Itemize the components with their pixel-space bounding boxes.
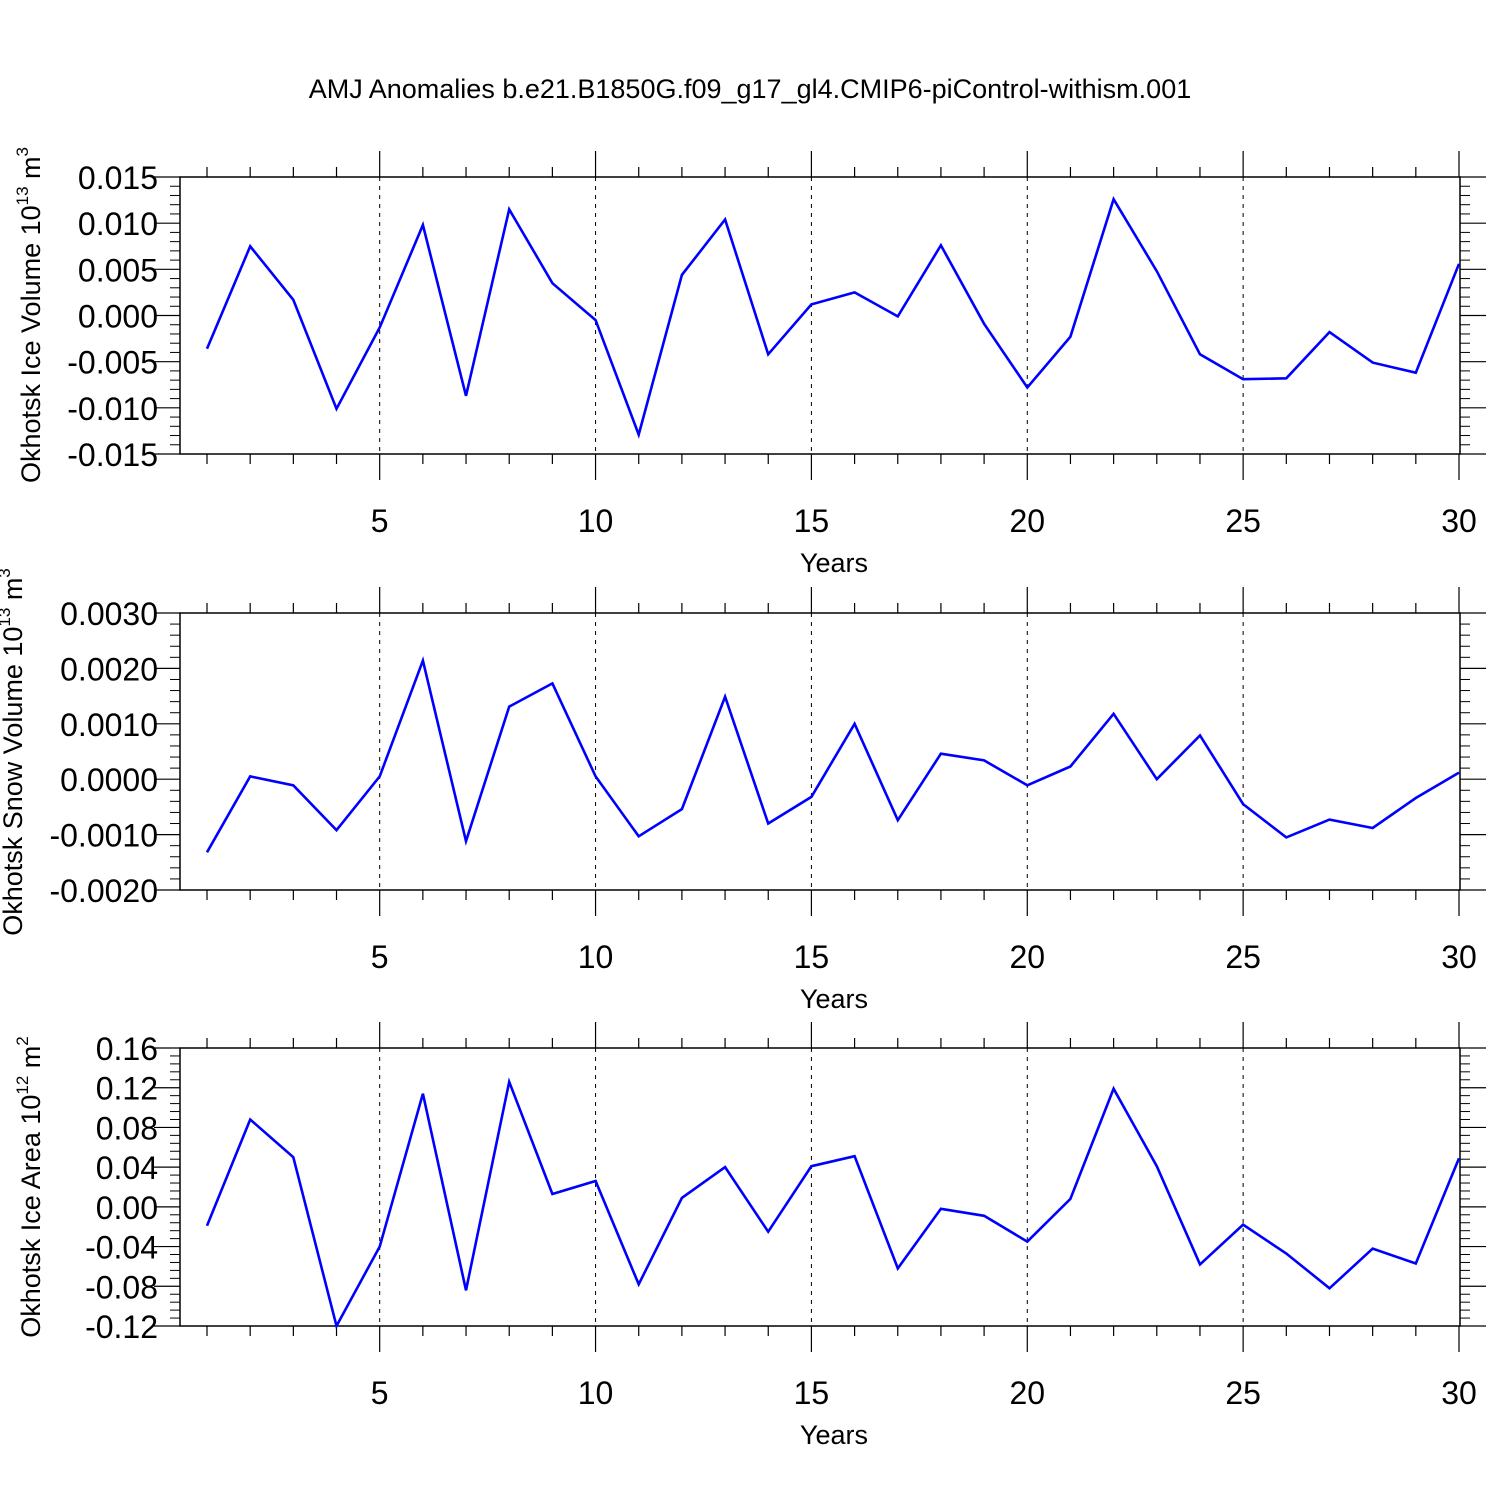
y-axis-label: Okhotsk Ice Volume 1013 m3 (13, 147, 46, 483)
x-axis-label: Years (800, 984, 868, 1014)
y-tick-label: 0.12 (96, 1071, 158, 1107)
y-tick-label: 0.0030 (60, 596, 158, 632)
x-tick-label: 15 (794, 503, 830, 539)
y-tick-label: 0.005 (78, 252, 158, 288)
figure-title: AMJ Anomalies b.e21.B1850G.f09_g17_gl4.C… (308, 74, 1192, 104)
y-axis-label: Okhotsk Snow Volume 1013 m3 (0, 568, 28, 936)
x-axis-label: Years (800, 1420, 868, 1450)
series-line (205, 1077, 1461, 1330)
panel-2: -0.0020 -0.0010 0.0000 0.0010 0.0020 0.0030 5 1… (0, 568, 1486, 1014)
x-tick-label: 25 (1225, 1375, 1261, 1411)
series-line (205, 196, 1461, 439)
x-tick-label: 30 (1441, 939, 1477, 975)
plot-frame (179, 612, 1461, 891)
y-tick-label: -0.0020 (49, 873, 158, 909)
x-axis-label: Years (800, 548, 868, 578)
x-tick-label: 20 (1009, 1375, 1045, 1411)
y-tick-label: -0.12 (85, 1309, 158, 1345)
x-tick-label: 20 (1009, 503, 1045, 539)
y-tick-label: -0.08 (85, 1269, 158, 1305)
x-tick-label: 5 (371, 1375, 389, 1411)
x-tick-label: 5 (371, 503, 389, 539)
y-tick-label: 0.0010 (60, 707, 158, 743)
y-tick-label: 0.0000 (60, 762, 158, 798)
panel-3: -0.12 -0.08-0.04 0.00 0.04 0.080.12 0.16 5 10 15… (13, 1022, 1486, 1450)
x-tick-label: 25 (1225, 503, 1261, 539)
x-tick-label: 30 (1441, 503, 1477, 539)
panel-1: -0.015 -0.010 -0.005 0.000 0.005 0.010 0.015 5 1… (13, 147, 1486, 578)
y-tick-label: -0.0010 (49, 818, 158, 854)
y-tick-label: 0.015 (78, 160, 158, 196)
y-tick-label: -0.010 (67, 391, 158, 427)
y-tick-label: 0.010 (78, 206, 158, 242)
x-tick-label: 10 (578, 503, 614, 539)
y-tick-label: 0.00 (96, 1190, 158, 1226)
plot-frame (179, 1047, 1461, 1327)
x-tick-label: 20 (1009, 939, 1045, 975)
x-tick-label: 5 (371, 939, 389, 975)
y-tick-label: 0.08 (96, 1110, 158, 1146)
plot-frame (179, 176, 1461, 455)
x-tick-label: 25 (1225, 939, 1261, 975)
y-tick-label: -0.04 (85, 1230, 158, 1266)
x-tick-label: 15 (794, 939, 830, 975)
y-tick-label: 0.16 (96, 1031, 158, 1067)
x-tick-label: 10 (578, 1375, 614, 1411)
x-tick-label: 30 (1441, 1375, 1477, 1411)
y-tick-label: 0.04 (96, 1150, 158, 1186)
x-tick-label: 10 (578, 939, 614, 975)
x-tick-label: 15 (794, 1375, 830, 1411)
y-tick-label: -0.005 (67, 345, 158, 381)
y-axis-label: Okhotsk Ice Area 1012 m2 (13, 1036, 46, 1338)
series-line (205, 656, 1460, 853)
y-tick-label: -0.015 (67, 437, 158, 473)
y-tick-label: 0.000 (78, 299, 158, 335)
y-tick-label: 0.0020 (60, 651, 158, 687)
